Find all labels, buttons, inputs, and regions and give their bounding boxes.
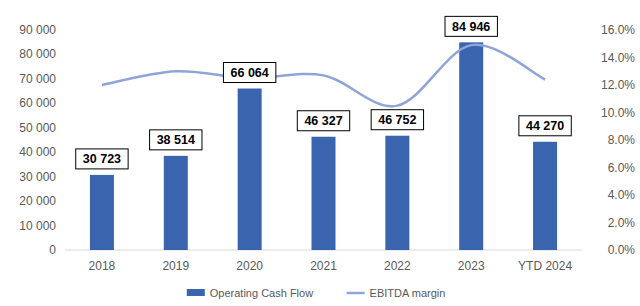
bar <box>90 175 114 250</box>
data-label-text: 30 723 <box>83 152 121 166</box>
legend-swatch <box>187 289 205 296</box>
legend: Operating Cash Flow EBITDA margin <box>187 287 446 299</box>
chart: 0 10 000 20 000 30 000 40 000 50 000 60 000 70 … <box>0 0 640 306</box>
x-tick-label: 2020 <box>236 259 263 273</box>
data-label-text: 38 514 <box>157 133 195 147</box>
data-label-text: 84 946 <box>452 20 490 34</box>
bar <box>164 156 188 250</box>
x-tick-label: 2022 <box>384 259 411 273</box>
legend-swatch <box>347 292 365 295</box>
y2-tick-label: 10.0% <box>601 106 635 120</box>
data-label: 66 064 <box>223 63 275 83</box>
y-tick-label: 40 000 <box>19 145 56 159</box>
bar <box>459 42 483 250</box>
data-label-box <box>223 63 275 83</box>
data-label-text: 44 270 <box>526 119 564 133</box>
data-label-box <box>445 16 497 36</box>
y-tick-label: 50 000 <box>19 121 56 135</box>
data-label: 84 946 <box>445 16 497 36</box>
data-label-box <box>297 111 349 131</box>
data-label: 46 327 <box>297 111 349 131</box>
data-label-box <box>76 149 128 169</box>
x-tick-label: 2019 <box>162 259 189 273</box>
plot-area <box>90 42 557 250</box>
x-tick-label: 2021 <box>310 259 337 273</box>
y-tick-label: 90 000 <box>19 23 56 37</box>
y2-tick-label: 16.0% <box>601 23 635 37</box>
data-label-box <box>519 116 571 136</box>
y2-tick-label: 12.0% <box>601 78 635 92</box>
y-tick-label: 20 000 <box>19 194 56 208</box>
legend-label: Operating Cash Flow <box>210 287 313 299</box>
x-tick-label: 2018 <box>89 259 116 273</box>
y2-tick-label: 14.0% <box>601 51 635 65</box>
data-labels: 30 723 38 514 66 064 46 327 46 752 84 946 44 2… <box>76 16 572 169</box>
data-label: 46 752 <box>371 110 423 130</box>
data-label-text: 46 327 <box>304 114 342 128</box>
line <box>102 45 545 106</box>
bar <box>385 136 409 250</box>
data-label-text: 46 752 <box>378 113 416 127</box>
data-label: 30 723 <box>76 149 128 169</box>
x-tick-label: YTD 2024 <box>518 259 572 273</box>
y-tick-label: 60 000 <box>19 96 56 110</box>
y2-tick-label: 6.0% <box>608 161 636 175</box>
data-label-box <box>371 110 423 130</box>
bar <box>312 137 336 250</box>
y-tick-label: 10 000 <box>19 219 56 233</box>
y-tick-label: 0 <box>49 243 56 257</box>
data-label: 38 514 <box>150 130 202 150</box>
bar <box>533 142 557 250</box>
data-label: 44 270 <box>519 116 571 136</box>
y-tick-label: 70 000 <box>19 72 56 86</box>
legend-label: EBITDA margin <box>370 287 446 299</box>
y2-tick-label: 4.0% <box>608 188 636 202</box>
x-tick-label: 2023 <box>458 259 485 273</box>
data-label-text: 66 064 <box>231 66 269 80</box>
y2-tick-label: 2.0% <box>608 216 636 230</box>
y2-tick-label: 8.0% <box>608 133 636 147</box>
y-tick-label: 30 000 <box>19 170 56 184</box>
bar <box>238 89 262 250</box>
y-tick-label: 80 000 <box>19 47 56 61</box>
data-label-box <box>150 130 202 150</box>
y2-tick-label: 0.0% <box>608 243 636 257</box>
